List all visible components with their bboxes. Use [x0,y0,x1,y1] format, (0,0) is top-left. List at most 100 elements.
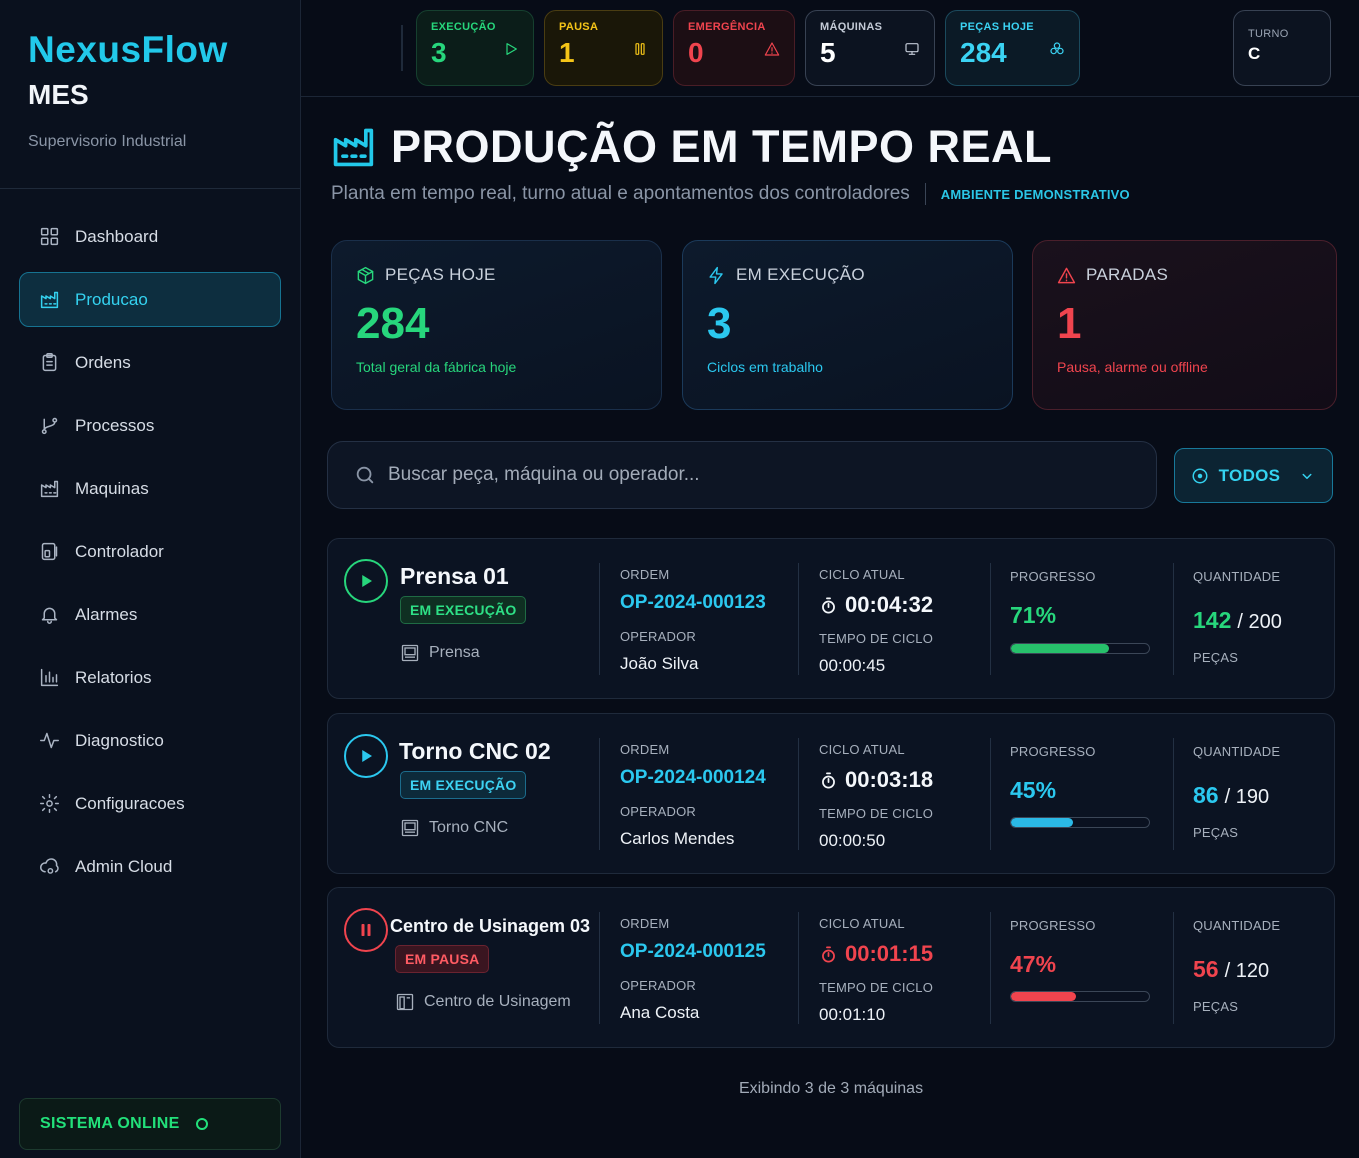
progress-bar [1010,991,1150,1002]
summary-value: 1 [1057,299,1082,348]
kpi-label: EXECUÇÃO [431,21,496,33]
quantity-label: QUANTIDADE [1193,569,1281,584]
kpi-execucao[interactable]: EXECUÇÃO 3 [416,10,534,86]
stopwatch-icon [822,772,835,788]
summary-label: PEÇAS HOJE [356,265,637,285]
sidebar-item-label: Dashboard [75,226,159,246]
alert-triangle-icon [764,42,780,56]
operator-name: Ana Costa [620,1003,700,1022]
pause-icon [635,43,645,55]
status-play-button[interactable] [344,734,388,778]
order-link[interactable]: OP-2024-000124 [620,767,766,788]
bell-icon [38,604,60,626]
machine-name: Prensa 01 [400,563,509,589]
kpi-maquinas[interactable]: MÁQUINAS 5 [805,10,935,86]
summary-label: PARADAS [1057,265,1312,285]
summary-value: 3 [707,299,732,348]
sidebar: NexusFlow MES Supervisorio Industrial Da… [0,0,301,1158]
cycle-now-label: CICLO ATUAL [819,916,905,931]
kpi-pecas-hoje[interactable]: PEÇAS HOJE 284 [945,10,1080,86]
brand-desc: Supervisorio Industrial [28,133,187,150]
summary-caption: Ciclos em trabalho [707,359,823,375]
divider [599,912,600,1024]
sidebar-item-maquinas[interactable]: Maquinas [19,461,281,516]
topbar: EXECUÇÃO 3 PAUSA 1 EMERGÊNCIA 0 MÁQUINAS… [301,0,1359,97]
system-status-label: SISTEMA ONLINE [40,1115,180,1132]
machine-card[interactable]: Prensa 01 EM EXECUÇÃO Prensa ORDEM OP-20… [327,538,1335,699]
sidebar-item-label: Diagnostico [75,730,164,750]
bar-chart-icon [38,667,60,689]
sidebar-item-relatorios[interactable]: Relatorios [19,650,281,705]
quantity-target: 200 [1248,611,1282,633]
kpi-turno[interactable]: TURNO C [1233,10,1331,86]
summary-caption: Pausa, alarme ou offline [1057,359,1208,375]
divider [798,563,799,675]
quantity: 142 / 200 [1193,607,1282,634]
divider [401,25,403,71]
progress-label: PROGRESSO [1010,744,1096,759]
kpi-emergencia[interactable]: EMERGÊNCIA 0 [673,10,795,86]
machine-icon [401,819,419,837]
divider [924,183,926,205]
cycle-time-label: TEMPO DE CICLO [819,631,934,646]
machine-card[interactable]: Centro de Usinagem 03 EM PAUSA Centro de… [327,887,1335,1048]
status-pause-button[interactable] [344,908,388,952]
page-title: PRODUÇÃO EM TEMPO REAL [331,121,1130,173]
sidebar-item-producao[interactable]: Producao [19,272,281,327]
quantity-done: 86 [1193,782,1219,808]
filter-dropdown[interactable]: TODOS [1174,448,1333,503]
package-icon [357,266,374,284]
summary-label-text: EM EXECUÇÃO [736,265,865,284]
sidebar-item-controlador[interactable]: Controlador [19,524,281,579]
stopwatch-icon [822,597,835,613]
sidebar-item-diagnostico[interactable]: Diagnostico [19,713,281,768]
pieces-label: PEÇAS [1193,825,1239,840]
status-play-button[interactable] [344,559,388,603]
pieces-label: PEÇAS [1193,650,1239,665]
cycle-now: 00:03:18 [819,767,933,793]
sidebar-item-processos[interactable]: Processos [19,398,281,453]
kpi-label: TURNO [1248,28,1289,40]
cycle-now-label: CICLO ATUAL [819,567,905,582]
kpi-pausa[interactable]: PAUSA 1 [544,10,663,86]
sidebar-item-label: Ordens [75,352,131,372]
sidebar-item-alarmes[interactable]: Alarmes [19,587,281,642]
sidebar-item-admin-cloud[interactable]: Admin Cloud [19,839,281,894]
alert-triangle-icon [1057,267,1076,283]
cycle-time-value: 00:00:45 [819,656,886,675]
sidebar-item-ordens[interactable]: Ordens [19,335,281,390]
factory-icon [38,289,60,311]
machine-name: Centro de Usinagem 03 [390,916,591,936]
filter-label: TODOS [1218,465,1281,485]
order-link[interactable]: OP-2024-000123 [620,592,766,613]
machine-card[interactable]: Torno CNC 02 EM EXECUÇÃO Torno CNC ORDEM… [327,713,1335,874]
sidebar-item-label: Alarmes [75,604,138,624]
cycle-now: 00:01:15 [819,941,933,967]
sidebar-item-dashboard[interactable]: Dashboard [19,209,281,264]
activity-icon [38,730,60,752]
search-bar [327,441,1157,509]
cycle-time-label: TEMPO DE CICLO [819,980,934,995]
sidebar-item-configuracoes[interactable]: Configuracoes [19,776,281,831]
order-link[interactable]: OP-2024-000125 [620,941,766,962]
machine-type: Prensa [400,643,480,663]
environment-badge: AMBIENTE DEMONSTRATIVO [940,186,1130,202]
kpi-label: MÁQUINAS [820,21,883,33]
page-header: PRODUÇÃO EM TEMPO REAL Planta em tempo r… [331,121,1130,205]
kpi-label: EMERGÊNCIA [688,21,766,33]
machine-type-text: Prensa [429,644,480,661]
sidebar-item-label: Admin Cloud [75,856,173,876]
monitor-icon [905,43,919,55]
machine-type: Torno CNC [400,818,508,838]
operator-name: Carlos Mendes [620,829,735,848]
pause-icon [361,924,371,936]
divider [990,738,991,850]
search-input[interactable] [388,464,1088,486]
summary-card-execucao: EM EXECUÇÃO 3 Ciclos em trabalho [682,240,1013,410]
divider [990,563,991,675]
status-badge: EM EXECUÇÃO [400,771,527,799]
cycle-time-value: 00:01:10 [819,1005,886,1024]
summary-value: 284 [356,299,430,348]
quantity-label: QUANTIDADE [1193,744,1281,759]
cycle-now: 00:04:32 [819,592,933,618]
